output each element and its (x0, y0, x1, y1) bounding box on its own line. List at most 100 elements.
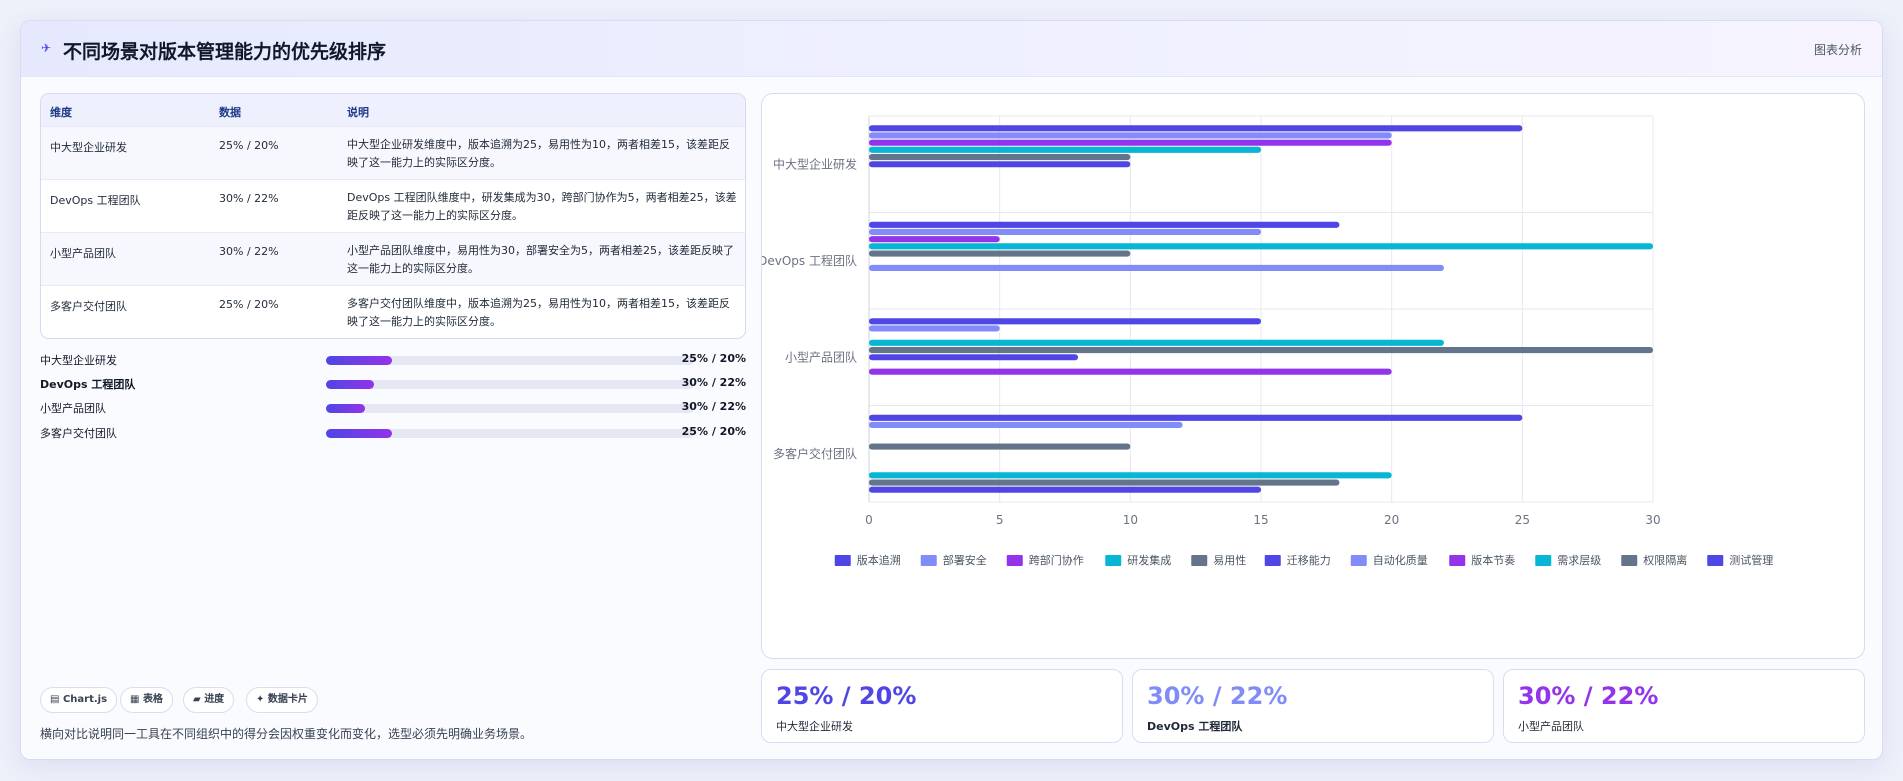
stat-value: 25% / 20% (776, 682, 917, 710)
bar (869, 125, 1523, 132)
table-header-row: 维度 数据 说明 (41, 94, 745, 127)
progress-track (326, 380, 694, 389)
legend-label: 部署安全 (943, 553, 987, 567)
x-tick-label: 15 (1253, 513, 1268, 527)
legend-label: 迁移能力 (1287, 553, 1331, 567)
progress-label: 中大型企业研发 (40, 354, 117, 367)
chip-chartjs[interactable]: ▤ Chart.js (40, 687, 118, 713)
progress-value: 30% / 22% (681, 376, 746, 389)
legend-swatch (920, 555, 937, 566)
bar (869, 139, 1392, 146)
bar (869, 414, 1523, 421)
progress-row: 小型产品团队 30% / 22% (40, 399, 746, 415)
stat-value: 30% / 22% (1147, 682, 1288, 710)
bar-chart: 0 5 10 15 20 25 30 中大型企业研发 DevOps 工程团队小型产品团队多客户交… (762, 115, 1773, 567)
bar (869, 250, 1131, 257)
y-category-label: 中大型企业研发 (773, 156, 857, 171)
chip-table[interactable]: ▦ 表格 (120, 687, 173, 713)
x-tick-label: 30 (1645, 513, 1660, 527)
footer-note: 横向对比说明同一工具在不同组织中的得分会因权重变化而变化，选型必须先明确业务场景… (40, 727, 533, 741)
plane-icon: ✈ (41, 41, 52, 55)
progress-fill (326, 429, 393, 438)
legend-label: 需求层级 (1557, 554, 1601, 567)
progress-track (326, 356, 694, 365)
progress-value: 25% / 20% (681, 425, 746, 438)
progress-value: 25% / 20% (681, 352, 746, 365)
stat-label: DevOps 工程团队 (1147, 720, 1243, 733)
bar (869, 368, 1392, 375)
stat-label: 中大型企业研发 (776, 720, 853, 733)
bar (869, 236, 1000, 243)
chart-icon: ▤ (50, 694, 60, 705)
stat-value: 30% / 22% (1518, 682, 1659, 710)
progress-label: 小型产品团队 (40, 402, 106, 415)
legend-swatch (1105, 555, 1122, 566)
progress-row: 多客户交付团队 25% / 20% (40, 424, 746, 440)
y-category-label: 小型产品团队 (785, 349, 857, 364)
legend-label: 权限隔离 (1643, 553, 1687, 567)
card-header: ✈ 不同场景对版本管理能力的优先级排序 图表分析 (21, 21, 1882, 77)
chip-data-card[interactable]: ✦ 数据卡片 (246, 687, 318, 713)
bar (869, 421, 1183, 429)
chart-analysis-tag: 图表分析 (1813, 43, 1862, 57)
cell-description: DevOps 工程团队维度中，研发集成为30，跨部门协作为5，两者相差25，该差… (347, 191, 737, 222)
cell-data: 30% / 22% (219, 192, 279, 205)
legend-swatch (1707, 555, 1724, 566)
stat-label: 小型产品团队 (1518, 720, 1584, 733)
legend-swatch (1449, 555, 1466, 566)
table-row: 中大型企业研发 25% / 20% 中大型企业研发维度中，版本追溯为25，易用性… (41, 127, 745, 180)
bar (869, 146, 1261, 153)
bar (869, 346, 1653, 354)
stat-card: 30% / 22% DevOps 工程团队 (1132, 669, 1494, 743)
bar (869, 132, 1392, 139)
progress-label: 多客户交付团队 (40, 427, 117, 440)
y-category-label: DevOps 工程团队 (762, 253, 857, 268)
bar (869, 325, 1000, 332)
x-tick-label: 0 (865, 513, 873, 527)
chip-label: 数据卡片 (267, 694, 308, 705)
cell-data: 25% / 20% (219, 298, 279, 311)
bar (869, 479, 1340, 486)
table-row: DevOps 工程团队 30% / 22% DevOps 工程团队维度中，研发集… (41, 180, 745, 233)
progress-fill (326, 356, 393, 365)
progress-icon: ▰ (193, 694, 201, 705)
table-icon: ▦ (130, 694, 140, 705)
bar (869, 443, 1131, 450)
legend-swatch (1191, 555, 1208, 566)
legend-swatch (1535, 555, 1552, 566)
progress-row: 中大型企业研发 25% / 20% (40, 351, 746, 367)
legend-swatch (1621, 555, 1638, 566)
progress-fill (326, 404, 365, 413)
bar (869, 264, 1444, 272)
bar (869, 153, 1131, 161)
cell-description: 中大型企业研发维度中，版本追溯为25，易用性为10，两者相差15，该差距反映了这… (347, 138, 730, 169)
legend-label: 自动化质量 (1373, 553, 1428, 567)
legend-swatch (1264, 555, 1281, 566)
chart-panel: 0 5 10 15 20 25 30 中大型企业研发 DevOps 工程团队 小型产品团队 多客户交… (761, 93, 1865, 659)
bar (869, 318, 1261, 325)
x-tick-label: 20 (1384, 513, 1399, 527)
bar (869, 486, 1261, 493)
stat-card: 30% / 22% 小型产品团队 (1503, 669, 1865, 743)
table-row: 多客户交付团队 25% / 20% 多客户交付团队维度中，版本追溯为25，易用性… (41, 286, 745, 338)
bar (869, 221, 1340, 228)
legend-swatch (1350, 555, 1367, 566)
x-tick-label: 5 (996, 513, 1004, 527)
cell-description: 小型产品团队维度中，易用性为30，部署安全为5，两者相差25，该差距反映了这一能… (347, 244, 734, 275)
progress-fill (326, 380, 374, 389)
cell-dimension: 多客户交付团队 (50, 300, 127, 313)
bar (869, 161, 1131, 168)
chip-label: 进度 (204, 694, 225, 705)
column-header-description: 说明 (347, 106, 369, 119)
legend-swatch (834, 555, 851, 566)
page-title: 不同场景对版本管理能力的优先级排序 (63, 41, 387, 63)
bar (869, 354, 1079, 361)
chip-label: 表格 (142, 694, 163, 705)
progress-value: 30% / 22% (681, 400, 746, 413)
progress-label: DevOps 工程团队 (40, 378, 136, 391)
bar (869, 228, 1261, 236)
chip-progress[interactable]: ▰ 进度 (183, 687, 235, 713)
progress-row: DevOps 工程团队 30% / 22% (40, 375, 746, 391)
chip-label: Chart.js (62, 694, 108, 705)
progress-track (326, 429, 694, 438)
